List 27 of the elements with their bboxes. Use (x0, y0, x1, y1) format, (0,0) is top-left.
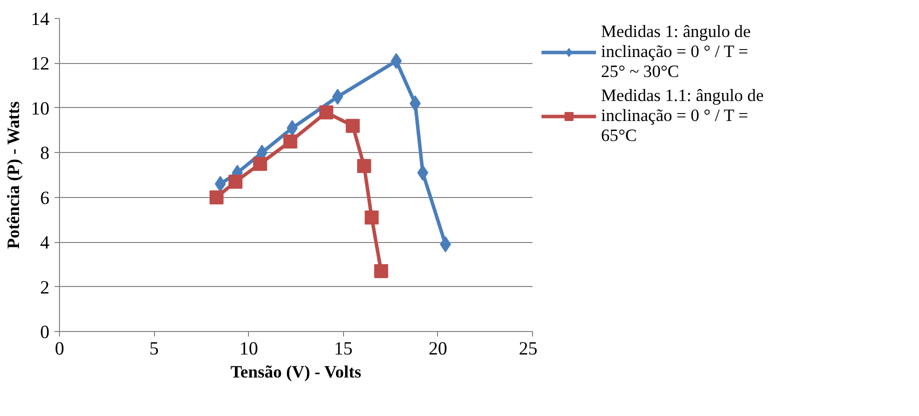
point (357, 159, 372, 174)
x-tick-label: 15 (334, 338, 353, 360)
point (374, 264, 388, 278)
point (364, 210, 379, 224)
point (346, 118, 360, 133)
point (253, 156, 268, 171)
point (210, 190, 224, 204)
x-tick-label: 20 (428, 338, 448, 360)
x-tick-label: 25 (518, 338, 538, 360)
y-tick-label: 8 (40, 143, 50, 164)
point (283, 134, 298, 148)
legend-label: Medidas 1.1: ângulo de inclinação = 0 ° / T = 65°C (601, 86, 764, 146)
x-axis-title: Tensão (V) - Volts (230, 362, 362, 382)
y-tick-label: 2 (40, 277, 50, 298)
x-tick-label: 5 (149, 338, 159, 360)
legend-label: Medidas 1: ângulo de inclinação = 0 ° / T = 25° ~ 30°C (601, 22, 751, 82)
point (228, 174, 242, 189)
point (319, 105, 334, 120)
x-tick-label: 10 (239, 338, 258, 360)
y-tick-label: 6 (40, 188, 50, 209)
y-tick-label: 4 (40, 232, 50, 254)
y-tick-label: 14 (30, 9, 50, 30)
x-tick-label: 0 (54, 338, 64, 360)
y-tick-label: 0 (40, 322, 50, 343)
y-axis-title: Potência (P) - Watts (4, 101, 23, 249)
y-tick-label: 12 (30, 54, 50, 75)
y-tick-label: 10 (30, 98, 50, 120)
